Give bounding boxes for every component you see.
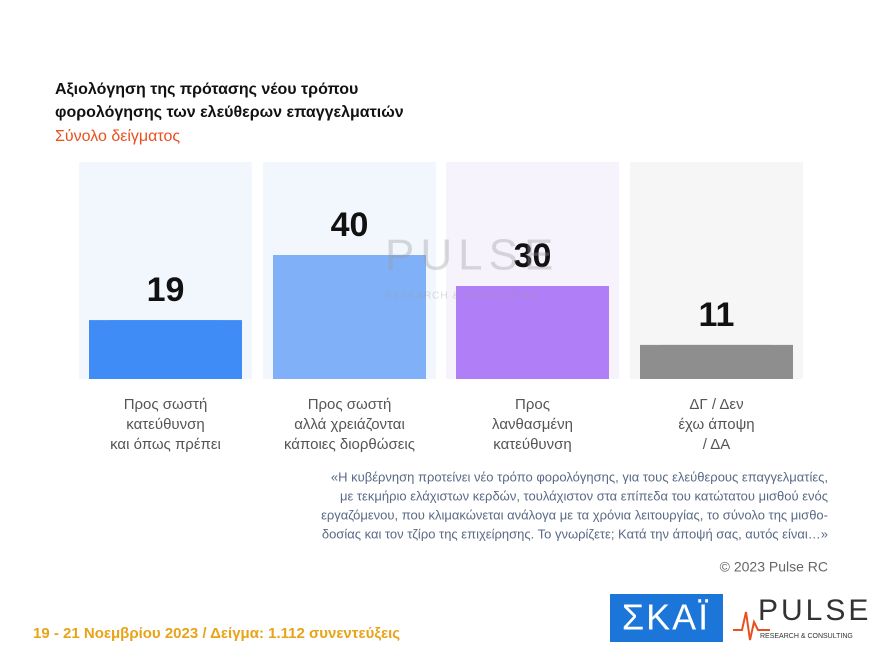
category-label: και όπως πρέπει — [110, 436, 221, 453]
category-label: αλλά χρειάζονται — [294, 416, 405, 433]
category-label: έχω άποψη — [678, 416, 754, 433]
bar-highlight — [109, 320, 222, 379]
value-label: 40 — [331, 206, 369, 244]
value-label: 30 — [514, 237, 552, 275]
watermark-name: PULSE — [385, 231, 559, 280]
category-label: / ΔΑ — [703, 436, 731, 453]
skai-logo-bg — [610, 594, 723, 642]
category-label: κάποιες διορθώσεις — [284, 436, 415, 453]
chart-subtitle: Σύνολο δείγματος — [55, 128, 180, 145]
pulse-logo: PULSE — [758, 594, 871, 627]
pulse-logo-line — [733, 611, 770, 641]
skai-logo: ΣΚΑΪ — [622, 597, 710, 638]
bar-highlight — [660, 344, 773, 379]
category-label: Προς σωστή — [124, 396, 208, 413]
copyright: © 2023 Pulse RC — [720, 559, 828, 575]
annotation: «Η κυβέρνηση προτείνει νέο τρόπο φορολόγ… — [321, 469, 828, 541]
plot-area: 19 Προς σωστή κατεύθυνση και όπως πρέπει 40 Π… — [79, 162, 803, 453]
chart-title: φορολόγησης των ελεύθερων επαγγελματιών — [55, 104, 404, 121]
value-label: 11 — [699, 296, 735, 334]
annotation-line: «Η κυβέρνηση προτείνει νέο τρόπο φορολόγ… — [331, 469, 828, 484]
annotation-line: δοσίας και τον τζίρο της επιχείρησης. Το… — [322, 526, 828, 541]
category-label: λανθασμένη — [492, 416, 573, 433]
watermark-sub: RESEARCH & CONSULTING — [385, 291, 539, 302]
category-label: κατεύθυνση — [493, 436, 571, 453]
category-label: κατεύθυνση — [126, 416, 204, 433]
watermark: PULSE RESEARCH & CONSULTING — [385, 231, 559, 302]
bar-highlight — [476, 286, 589, 379]
footer: 19 - 21 Νοεμβρίου 2023 / Δείγμα: 1.112 σ… — [33, 625, 400, 642]
panel — [630, 162, 803, 379]
category-label: Προς σωστή — [308, 396, 392, 413]
chart-title: Αξιολόγηση της πρότασης νέου τρόπου — [55, 81, 358, 98]
annotation-line: εργαζόμενου, που κλιμακώνεται ανάλογα με… — [321, 507, 828, 522]
category-label: ΔΓ / Δεν — [689, 396, 743, 413]
value-label: 19 — [147, 271, 185, 309]
category-label: Προς — [515, 396, 550, 413]
bar-highlight — [293, 255, 406, 379]
pulse-logo-sub: RESEARCH & CONSULTING — [760, 633, 853, 640]
annotation-line: με τεκμήριο ελάχιστων κερδών, τουλάχιστο… — [340, 488, 828, 503]
